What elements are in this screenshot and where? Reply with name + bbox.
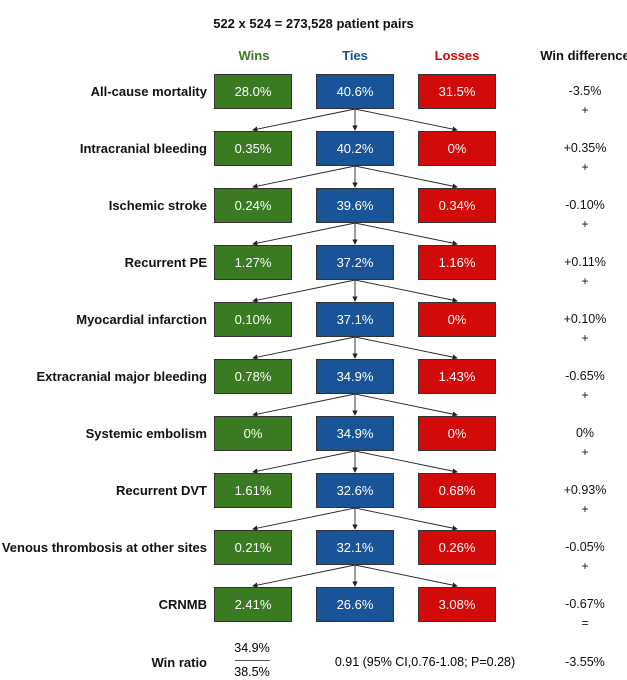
row-label: Ischemic stroke <box>108 198 207 213</box>
row-label: Venous thrombosis at other sites <box>1 540 207 555</box>
wins-box: 0.24% <box>214 188 292 223</box>
ties-box: 39.6% <box>316 188 394 223</box>
win-ratio-numerator: 34.9% <box>234 641 270 655</box>
column-header-ties: Ties <box>342 48 368 63</box>
win-difference-value: +0.93% <box>563 483 607 497</box>
row-label: CRNMB <box>158 597 207 612</box>
row-label: Extracranial major bleeding <box>36 369 207 384</box>
arrow-to-losses <box>354 336 458 360</box>
ties-box: 26.6% <box>316 587 394 622</box>
row-label: All-cause mortality <box>90 84 207 99</box>
row-label: Recurrent DVT <box>115 483 207 498</box>
win-difference-value: -0.65% <box>565 369 605 383</box>
win-ratio-result: 0.91 (95% CI,0.76-1.08; P=0.28) <box>334 655 516 669</box>
win-difference-value: -3.5% <box>568 84 602 98</box>
win-difference-value: -0.05% <box>565 540 605 554</box>
arrow-to-wins <box>252 165 356 189</box>
win-difference-value: +0.35% <box>563 141 607 155</box>
arrow-to-losses <box>354 450 458 474</box>
operator-sign: + <box>581 388 589 402</box>
arrow-to-losses <box>354 564 458 588</box>
arrow-to-losses <box>354 393 458 417</box>
arrow-to-losses <box>354 279 458 303</box>
ties-box: 34.9% <box>316 359 394 394</box>
win-ratio-denominator: 38.5% <box>234 665 270 679</box>
column-header-win-difference: Win difference <box>540 48 627 63</box>
column-header-wins: Wins <box>238 48 270 63</box>
fraction-bar <box>235 660 270 661</box>
operator-sign: + <box>581 559 589 573</box>
losses-box: 1.43% <box>418 359 496 394</box>
losses-box: 3.08% <box>418 587 496 622</box>
win-difference-value: +0.10% <box>563 312 607 326</box>
arrow-to-losses <box>354 222 458 246</box>
arrow-to-wins <box>252 222 356 246</box>
losses-box: 0.34% <box>418 188 496 223</box>
arrow-to-wins <box>252 108 356 132</box>
row-label: Systemic embolism <box>85 426 207 441</box>
column-header-losses: Losses <box>434 48 480 63</box>
win-ratio-label: Win ratio <box>151 655 208 670</box>
diagram-title: 522 x 524 = 273,528 patient pairs <box>213 16 414 31</box>
total-win-difference: -3.55% <box>565 655 605 669</box>
row-label: Intracranial bleeding <box>79 141 207 156</box>
operator-sign: + <box>581 331 589 345</box>
losses-box: 0% <box>418 302 496 337</box>
losses-box: 0% <box>418 131 496 166</box>
losses-box: 1.16% <box>418 245 496 280</box>
operator-sign: = <box>581 616 589 630</box>
wins-box: 0.35% <box>214 131 292 166</box>
wins-box: 0.78% <box>214 359 292 394</box>
losses-box: 0.26% <box>418 530 496 565</box>
losses-box: 0% <box>418 416 496 451</box>
operator-sign: + <box>581 103 589 117</box>
wins-box: 0% <box>214 416 292 451</box>
wins-box: 1.27% <box>214 245 292 280</box>
losses-box: 0.68% <box>418 473 496 508</box>
arrow-to-losses <box>354 507 458 531</box>
row-label: Recurrent PE <box>124 255 207 270</box>
operator-sign: + <box>581 274 589 288</box>
operator-sign: + <box>581 160 589 174</box>
wins-box: 0.21% <box>214 530 292 565</box>
arrow-to-wins <box>252 336 356 360</box>
win-difference-value: -0.10% <box>565 198 605 212</box>
ties-box: 40.2% <box>316 131 394 166</box>
wins-box: 28.0% <box>214 74 292 109</box>
arrow-to-losses <box>354 165 458 189</box>
arrow-to-wins <box>252 393 356 417</box>
win-difference-value: 0% <box>575 426 595 440</box>
ties-box: 34.9% <box>316 416 394 451</box>
operator-sign: + <box>581 445 589 459</box>
arrow-to-wins <box>252 450 356 474</box>
ties-box: 32.6% <box>316 473 394 508</box>
wins-box: 0.10% <box>214 302 292 337</box>
ties-box: 32.1% <box>316 530 394 565</box>
arrow-to-losses <box>354 108 458 132</box>
wins-box: 2.41% <box>214 587 292 622</box>
operator-sign: + <box>581 502 589 516</box>
arrow-to-wins <box>252 279 356 303</box>
arrow-to-wins <box>252 564 356 588</box>
ties-box: 37.1% <box>316 302 394 337</box>
win-difference-value: +0.11% <box>564 255 606 269</box>
ties-box: 40.6% <box>316 74 394 109</box>
losses-box: 31.5% <box>418 74 496 109</box>
row-label: Myocardial infarction <box>76 312 207 327</box>
wins-box: 1.61% <box>214 473 292 508</box>
ties-box: 37.2% <box>316 245 394 280</box>
arrow-to-wins <box>252 507 356 531</box>
operator-sign: + <box>581 217 589 231</box>
win-difference-value: -0.67% <box>565 597 605 611</box>
